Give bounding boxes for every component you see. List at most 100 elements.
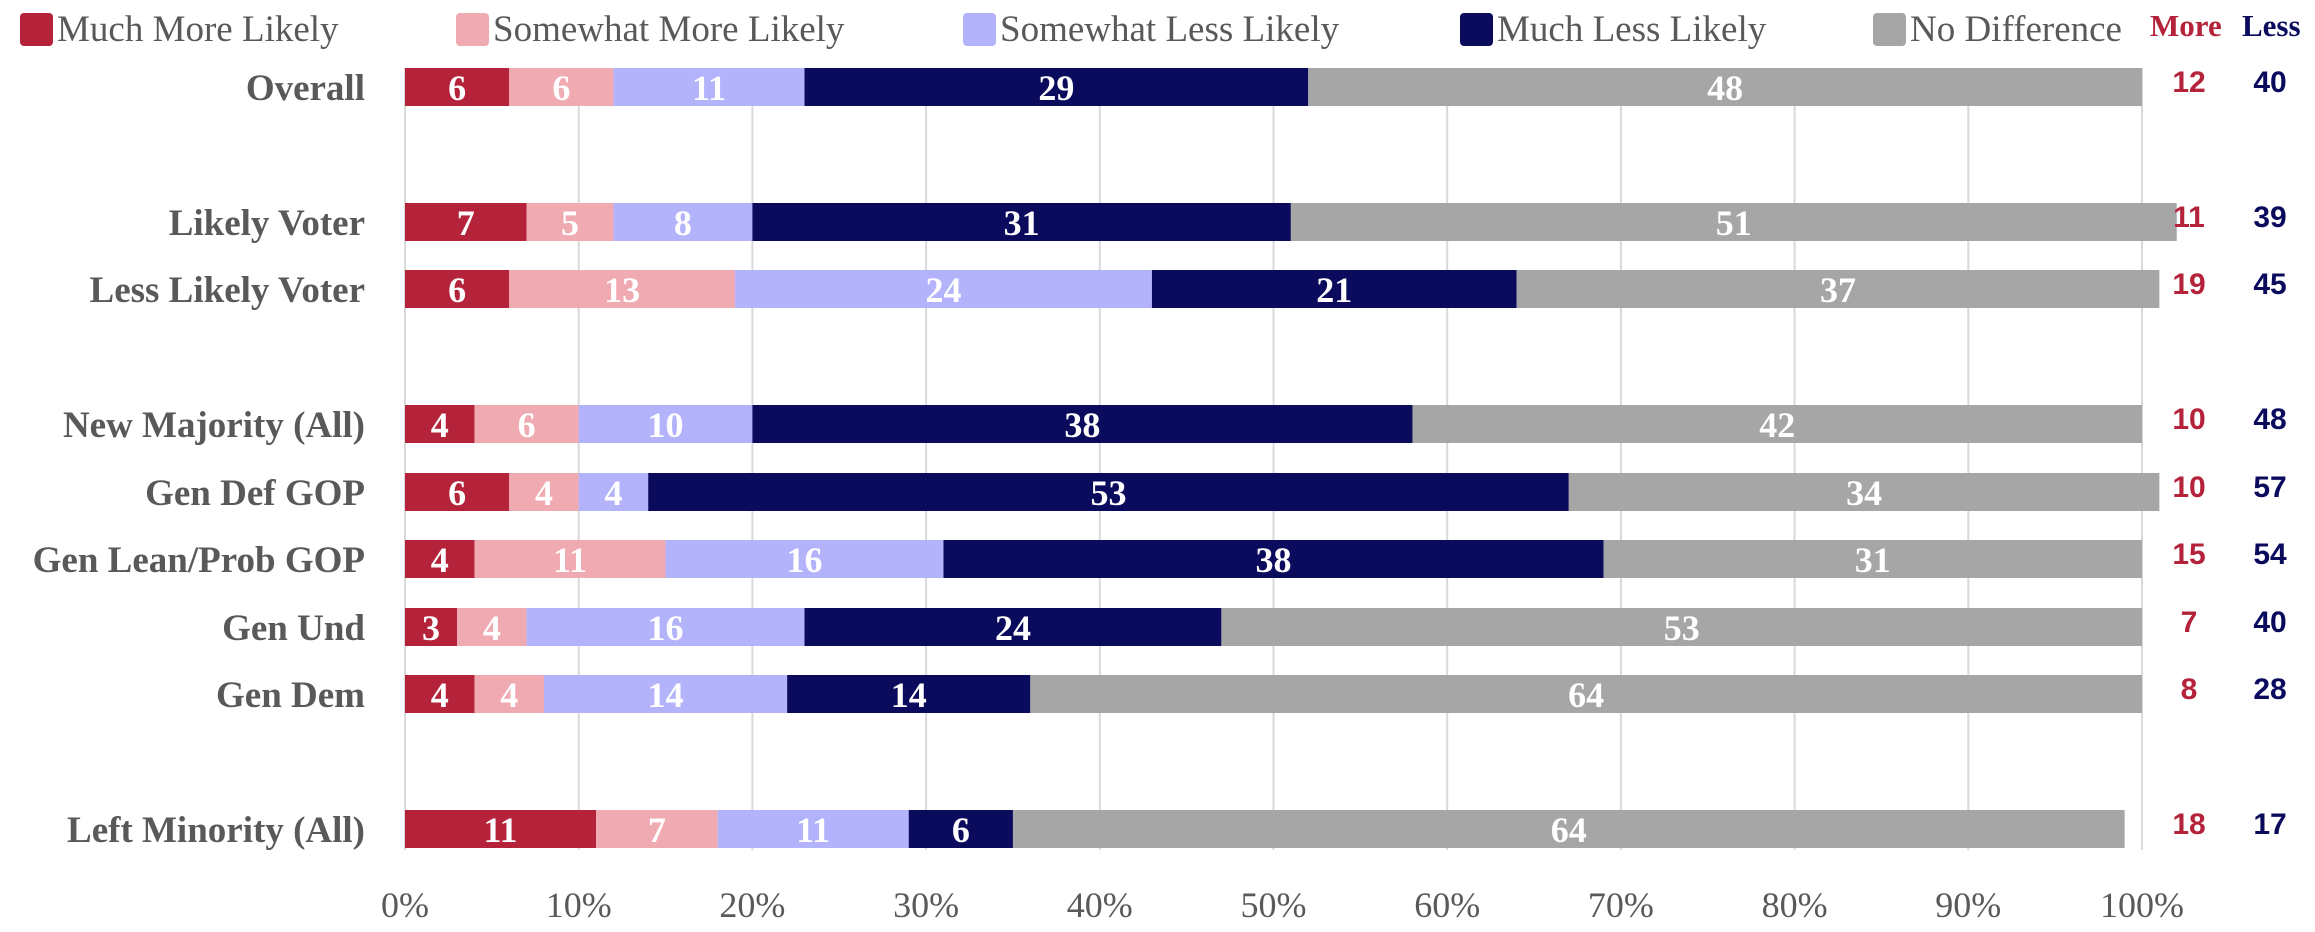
- net-less-gen-dem: 28: [2253, 673, 2286, 706]
- bar-much-less-likely-gen-lean-prob-gop: [943, 540, 1604, 578]
- data-label-somewhat-less-likely-gen-und: 16: [648, 608, 684, 648]
- legend-item-no-difference: No Difference: [1873, 5, 2122, 53]
- x-tick-label: 20%: [719, 885, 785, 925]
- bar-much-more-likely-new-majority-all: [405, 405, 475, 443]
- data-label-no-difference-left-minority-all: 64: [1551, 810, 1587, 850]
- data-label-no-difference-gen-lean-prob-gop: 31: [1855, 540, 1891, 580]
- data-label-somewhat-more-likely-gen-lean-prob-gop: 11: [553, 540, 587, 580]
- row-label-likely-voter: Likely Voter: [169, 203, 365, 244]
- data-label-somewhat-more-likely-gen-dem: 4: [500, 675, 518, 715]
- bar-no-difference-likely-voter: [1290, 203, 2177, 241]
- net-less-new-majority-all: 48: [2253, 403, 2286, 436]
- bar-no-difference-gen-lean-prob-gop: [1603, 540, 2142, 578]
- bar-somewhat-more-likely-less-likely-voter: [509, 270, 736, 308]
- x-tick-label: 30%: [893, 885, 959, 925]
- data-label-much-less-likely-left-minority-all: 6: [952, 810, 970, 850]
- data-label-somewhat-more-likely-gen-def-gop: 4: [535, 473, 553, 513]
- data-label-much-less-likely-gen-und: 24: [995, 608, 1031, 648]
- bar-much-less-likely-new-majority-all: [752, 405, 1413, 443]
- legend-label-no-difference: No Difference: [1910, 8, 2122, 50]
- net-less-less-likely-voter: 45: [2253, 268, 2286, 301]
- bar-much-less-likely-likely-voter: [752, 203, 1291, 241]
- data-label-no-difference-gen-und: 53: [1664, 608, 1700, 648]
- x-tick-label: 60%: [1414, 885, 1480, 925]
- bar-no-difference-gen-def-gop: [1568, 473, 2160, 511]
- bar-much-more-likely-likely-voter: [405, 203, 527, 241]
- row-label-new-majority-all: New Majority (All): [63, 405, 365, 446]
- net-more-gen-und: 7: [2181, 606, 2198, 639]
- bar-no-difference-new-majority-all: [1412, 405, 2142, 443]
- x-tick-label: 10%: [546, 885, 612, 925]
- bar-no-difference-gen-dem: [1030, 675, 2142, 713]
- bar-somewhat-more-likely-gen-dem: [474, 675, 544, 713]
- net-less-gen-lean-prob-gop: 54: [2253, 538, 2287, 571]
- bar-somewhat-less-likely-gen-lean-prob-gop: [665, 540, 944, 578]
- row-label-gen-lean-prob-gop: Gen Lean/Prob GOP: [33, 540, 365, 581]
- data-label-much-more-likely-left-minority-all: 11: [484, 810, 518, 850]
- bar-somewhat-less-likely-less-likely-voter: [735, 270, 1152, 308]
- row-label-less-likely-voter: Less Likely Voter: [90, 270, 365, 311]
- bar-much-more-likely-gen-dem: [405, 675, 475, 713]
- data-label-somewhat-more-likely-new-majority-all: 6: [518, 405, 536, 445]
- bar-somewhat-more-likely-gen-lean-prob-gop: [474, 540, 666, 578]
- net-less-gen-def-gop: 57: [2253, 471, 2286, 504]
- gridlines: [404, 68, 2143, 850]
- data-label-much-less-likely-new-majority-all: 38: [1064, 405, 1100, 445]
- bar-much-less-likely-less-likely-voter: [1151, 270, 1517, 308]
- x-tick-label: 70%: [1588, 885, 1654, 925]
- data-label-somewhat-less-likely-less-likely-voter: 24: [925, 270, 961, 310]
- legend-item-somewhat-more-likely: Somewhat More Likely: [456, 5, 844, 53]
- legend-item-somewhat-less-likely: Somewhat Less Likely: [963, 5, 1339, 53]
- x-tick-label: 80%: [1762, 885, 1828, 925]
- bar-somewhat-more-likely-gen-und: [457, 608, 527, 646]
- bar-somewhat-less-likely-left-minority-all: [717, 810, 909, 848]
- legend-label-somewhat-less-likely: Somewhat Less Likely: [1000, 8, 1340, 50]
- bar-much-more-likely-left-minority-all: [405, 810, 597, 848]
- row-label-gen-und: Gen Und: [222, 608, 365, 649]
- bar-much-less-likely-gen-dem: [787, 675, 1031, 713]
- bar-much-more-likely-overall: [405, 68, 510, 106]
- legend-label-somewhat-more-likely: Somewhat More Likely: [493, 8, 845, 50]
- data-label-no-difference-gen-def-gop: 34: [1846, 473, 1882, 513]
- bars: 6 6 11 29 487 5 8 31 516 13 24 21 374 6 10 38 426 4 4 53 344…: [405, 68, 2177, 850]
- data-label-somewhat-more-likely-gen-und: 4: [483, 608, 501, 648]
- bar-somewhat-less-likely-gen-und: [526, 608, 805, 646]
- bar-somewhat-more-likely-likely-voter: [526, 203, 614, 241]
- data-label-somewhat-less-likely-left-minority-all: 11: [796, 810, 830, 850]
- bar-somewhat-more-likely-new-majority-all: [474, 405, 579, 443]
- data-label-somewhat-less-likely-gen-lean-prob-gop: 16: [787, 540, 823, 580]
- bar-much-more-likely-less-likely-voter: [405, 270, 510, 308]
- x-tick-label: 40%: [1067, 885, 1133, 925]
- net-less-header: Less: [2242, 8, 2301, 43]
- legend-swatch-no-difference: [1873, 12, 1906, 46]
- net-more-overall: 12: [2172, 66, 2205, 99]
- data-label-much-less-likely-likely-voter: 31: [1004, 203, 1040, 243]
- data-label-much-less-likely-gen-lean-prob-gop: 38: [1256, 540, 1292, 580]
- row-label-left-minority-all: Left Minority (All): [67, 810, 365, 851]
- bar-somewhat-more-likely-overall: [509, 68, 614, 106]
- row-labels: Overall Likely Voter Less Likely Voter New …: [33, 68, 366, 851]
- data-label-much-less-likely-overall: 29: [1038, 68, 1074, 108]
- data-label-much-more-likely-less-likely-voter: 6: [448, 270, 466, 310]
- data-label-much-less-likely-less-likely-voter: 21: [1316, 270, 1352, 310]
- legend-swatch-somewhat-more-likely: [456, 12, 489, 46]
- data-label-somewhat-more-likely-left-minority-all: 7: [648, 810, 666, 850]
- net-more-header: More: [2150, 8, 2222, 43]
- bar-much-less-likely-gen-und: [804, 608, 1222, 646]
- bar-much-less-likely-gen-def-gop: [648, 473, 1569, 511]
- bar-much-less-likely-left-minority-all: [908, 810, 1013, 848]
- x-tick-label: 50%: [1241, 885, 1307, 925]
- net-more-gen-lean-prob-gop: 15: [2172, 538, 2205, 571]
- chart-legend: Much More Likely Somewhat More Likely So…: [0, 0, 2315, 60]
- data-label-much-more-likely-new-majority-all: 4: [431, 405, 449, 445]
- x-tick-label: 90%: [1935, 885, 2001, 925]
- data-label-much-more-likely-gen-lean-prob-gop: 4: [431, 540, 449, 580]
- data-label-no-difference-likely-voter: 51: [1716, 203, 1752, 243]
- data-label-somewhat-less-likely-overall: 11: [692, 68, 726, 108]
- net-more-less-likely-voter: 19: [2172, 268, 2205, 301]
- bar-somewhat-less-likely-new-majority-all: [578, 405, 753, 443]
- data-label-somewhat-more-likely-overall: 6: [552, 68, 570, 108]
- data-label-much-less-likely-gen-dem: 14: [891, 675, 927, 715]
- row-label-gen-def-gop: Gen Def GOP: [145, 473, 365, 514]
